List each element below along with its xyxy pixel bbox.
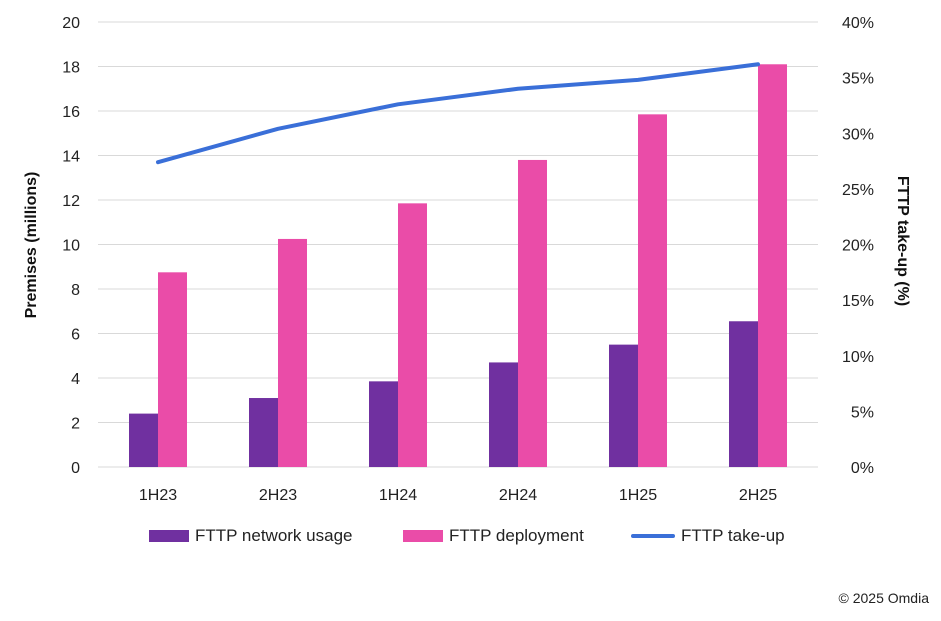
- x-tick-label: 1H23: [139, 487, 177, 504]
- y2-tick-label: 25%: [842, 182, 874, 199]
- bar-network-usage: [369, 381, 398, 467]
- x-tick-label: 2H25: [739, 487, 777, 504]
- legend-swatch-purple: [149, 530, 189, 542]
- gridlines: [98, 21, 818, 468]
- y2-tick-label: 0%: [851, 460, 874, 477]
- y-tick-label: 20: [62, 15, 80, 32]
- y2-tick-label: 20%: [842, 238, 874, 255]
- y2-tick-label: 35%: [842, 71, 874, 88]
- bar-deployment: [278, 238, 307, 467]
- legend-item-deployment: FTTP deployment: [403, 526, 584, 546]
- x-tick-label: 1H24: [379, 487, 417, 504]
- y-tick-label: 10: [62, 238, 80, 255]
- y2-tick-label: 30%: [842, 126, 874, 143]
- y-axis-right-ticks: 0% 5% 10% 15% 20% 25% 30% 35% 40%: [842, 15, 874, 477]
- y-tick-label: 14: [62, 149, 80, 166]
- x-tick-label: 2H24: [499, 487, 537, 504]
- copyright-text: © 2025 Omdia: [838, 590, 929, 606]
- y-axis-left-ticks: 0 2 4 6 8 10 12 14 16 18 20: [62, 15, 80, 477]
- bar-network-usage: [249, 398, 278, 467]
- bar-deployment: [398, 203, 427, 467]
- y2-tick-label: 5%: [851, 404, 874, 421]
- x-axis-ticks: 1H23 2H23 1H24 2H24 1H25 2H25: [139, 487, 777, 504]
- y-tick-label: 12: [62, 193, 80, 210]
- y-tick-label: 4: [71, 371, 80, 388]
- take-up-line: [156, 62, 760, 165]
- y2-tick-label: 10%: [842, 349, 874, 366]
- bar-network-usage: [489, 362, 518, 467]
- bar-deployment: [158, 272, 187, 467]
- y-tick-label: 8: [71, 282, 80, 299]
- chart: 0 2 4 6 8 10 12 14 16 18 20 0% 5% 10% 15% 20% 25% 30% 35%…: [23, 15, 911, 504]
- bar-network-usage: [609, 344, 638, 467]
- bar-deployment: [638, 114, 667, 468]
- bar-deployment: [518, 159, 547, 467]
- y-tick-label: 2: [71, 416, 80, 433]
- y2-axis-title: FTTP take-up (%): [894, 176, 911, 306]
- bar-network-usage: [729, 321, 758, 467]
- y-axis-title: Premises (millions): [23, 172, 40, 319]
- line-take-up: [156, 62, 760, 165]
- legend-item-take-up: FTTP take-up: [631, 526, 785, 546]
- legend-label: FTTP deployment: [449, 526, 584, 545]
- y-tick-label: 16: [62, 104, 80, 121]
- y-tick-label: 0: [71, 460, 80, 477]
- bar-deployment: [758, 64, 787, 468]
- legend-line-blue: [631, 534, 675, 538]
- bar-network-usage: [129, 413, 158, 467]
- legend: FTTP network usage FTTP deployment FTTP …: [0, 526, 941, 552]
- y-tick-label: 18: [62, 60, 80, 77]
- x-tick-label: 1H25: [619, 487, 657, 504]
- x-tick-label: 2H23: [259, 487, 297, 504]
- legend-item-network-usage: FTTP network usage: [149, 526, 352, 546]
- legend-label: FTTP network usage: [195, 526, 353, 545]
- y-tick-label: 6: [71, 327, 80, 344]
- legend-swatch-pink: [403, 530, 443, 542]
- y2-tick-label: 15%: [842, 293, 874, 310]
- bars: [129, 64, 787, 468]
- y2-tick-label: 40%: [842, 15, 874, 32]
- legend-label: FTTP take-up: [681, 526, 785, 545]
